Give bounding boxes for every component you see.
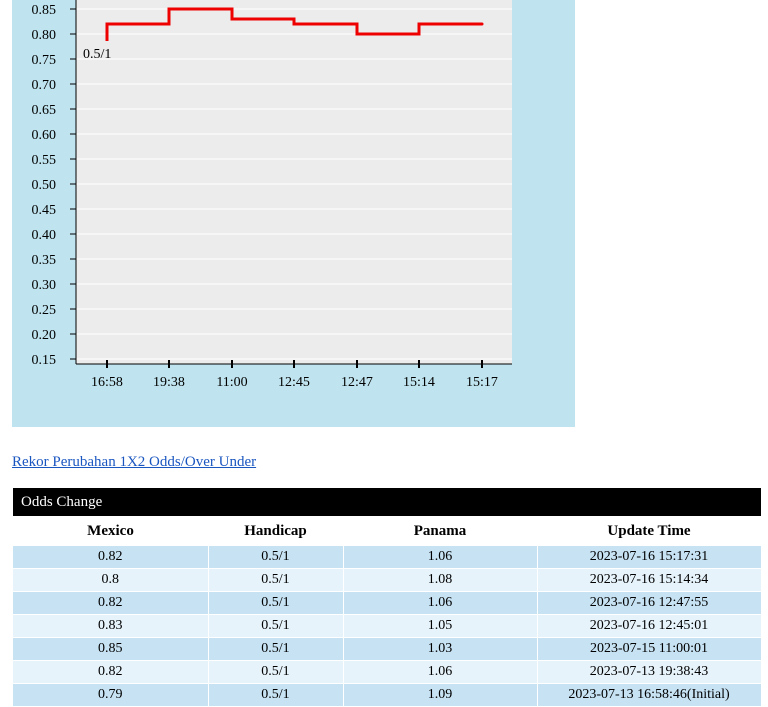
y-tick-label: 0.70 [32,78,57,93]
col-header-update-time: Update Time [537,516,761,546]
cell-panama: 1.06 [343,591,538,615]
y-tick-label: 0.75 [32,53,57,68]
y-tick-label: 0.55 [32,153,57,168]
col-header-handicap: Handicap [208,516,343,546]
odds-chart: 0.15 0.20 0.25 0.30 0.35 0.40 0.45 0.50 0.55 0.60… [32,0,512,390]
col-header-mexico: Mexico [13,516,208,546]
x-tick-label: 16:58 [91,375,123,390]
cell-handicap: 0.5/1 [208,591,344,615]
x-tick-label: 12:45 [278,375,310,390]
table-row: 0.79 0.5/1 1.09 2023-07-13 16:58:46(Initial… [13,683,762,707]
x-tick-label: 12:47 [341,375,373,390]
plot-area [76,0,512,364]
data-point [480,22,484,26]
series-line [105,7,482,41]
cell-handicap: 0.5/1 [208,614,344,638]
cell-handicap: 0.5/1 [208,568,344,592]
y-tick-label: 0.85 [32,3,57,18]
x-tick-label: 11:00 [216,375,247,390]
cell-mexico: 0.79 [13,683,209,707]
col-header-panama: Panama [343,516,537,546]
y-tick-label: 0.35 [32,253,57,268]
cell-update-time: 2023-07-13 16:58:46(Initial) [537,683,762,707]
y-tick-label: 0.60 [32,128,57,143]
y-tick-label: 0.65 [32,103,57,118]
data-point [167,7,171,11]
cell-panama: 1.05 [343,614,538,638]
odds-change-table: Odds Change Mexico Handicap Panama Updat… [13,488,762,707]
y-tick-label: 0.15 [32,353,57,368]
table-title: Odds Change [13,488,761,516]
data-point [355,32,359,36]
odds-history-link[interactable]: Rekor Perubahan 1X2 Odds/Over Under [12,454,257,470]
table-row: 0.83 0.5/1 1.05 2023-07-16 12:45:01 [13,614,762,638]
x-tick-label: 15:14 [403,375,435,390]
data-point [292,22,296,26]
cell-panama: 1.08 [343,568,538,592]
x-tick-label: 19:38 [153,375,185,390]
table-row: 0.82 0.5/1 1.06 2023-07-13 19:38:43 [13,660,762,684]
cell-handicap: 0.5/1 [208,637,344,661]
table-header-row: Mexico Handicap Panama Update Time [13,516,761,546]
data-point [230,17,234,21]
cell-update-time: 2023-07-16 15:17:31 [537,546,762,569]
cell-mexico: 0.8 [13,568,209,592]
cell-mexico: 0.85 [13,637,209,661]
table-row: 0.8 0.5/1 1.08 2023-07-16 15:14:34 [13,568,762,592]
cell-panama: 1.06 [343,660,538,684]
cell-update-time: 2023-07-16 12:47:55 [537,591,762,615]
cell-mexico: 0.83 [13,614,209,638]
data-point [417,22,421,26]
y-tick-label: 0.80 [32,28,57,43]
cell-mexico: 0.82 [13,546,209,569]
cell-panama: 1.03 [343,637,538,661]
table-row: 0.82 0.5/1 1.06 2023-07-16 12:47:55 [13,591,762,615]
y-tick-label: 0.20 [32,328,57,343]
y-tick-label: 0.30 [32,278,57,293]
x-tick-label: 15:17 [466,375,498,390]
cell-update-time: 2023-07-16 12:45:01 [537,614,762,638]
table-title-row: Odds Change [13,488,761,516]
cell-handicap: 0.5/1 [208,683,344,707]
cell-update-time: 2023-07-16 15:14:34 [537,568,762,592]
y-tick-label: 0.50 [32,178,57,193]
cell-handicap: 0.5/1 [208,660,344,684]
table-row: 0.85 0.5/1 1.03 2023-07-15 11:00:01 [13,637,762,661]
cell-mexico: 0.82 [13,660,209,684]
cell-update-time: 2023-07-15 11:00:01 [537,637,762,661]
cell-mexico: 0.82 [13,591,209,615]
y-tick-label: 0.45 [32,203,57,218]
data-point [105,22,109,26]
handicap-annotation: 0.5/1 [83,47,111,62]
y-tick-label: 0.40 [32,228,57,243]
cell-panama: 1.09 [343,683,538,707]
cell-update-time: 2023-07-13 19:38:43 [537,660,762,684]
y-tick-label: 0.25 [32,303,57,318]
cell-handicap: 0.5/1 [208,546,344,569]
cell-panama: 1.06 [343,546,538,569]
table-row: 0.82 0.5/1 1.06 2023-07-16 15:17:31 [13,546,762,569]
